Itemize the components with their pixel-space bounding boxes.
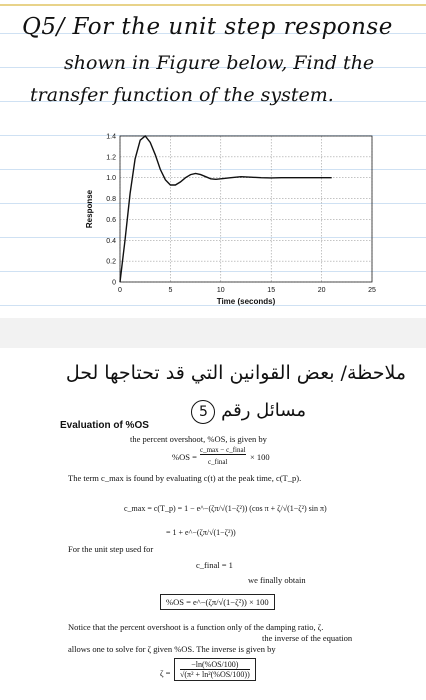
question-line-2: shown in Figure below, Find the: [64, 52, 375, 74]
question-line-3: transfer function of the system.: [30, 84, 334, 106]
y-axis-label: Response: [85, 189, 94, 228]
response-curve: [119, 135, 332, 283]
zeta-formula-box: −ln(%OS/100) √(π² + ln²(%OS/100)): [174, 658, 256, 681]
eq1-denominator: c_final: [208, 458, 228, 466]
y-tick-label: 0.6: [106, 217, 116, 224]
y-tick-label: 1.0: [106, 175, 116, 182]
question-line-1: Q5/ For the unit step response: [22, 14, 393, 40]
eq1-numerator: c_max − c_final: [200, 446, 246, 455]
x-axis-label: Time (seconds): [217, 297, 276, 306]
ruled-lines: [0, 0, 426, 318]
chart-grid: [119, 135, 373, 283]
y-tick-label: 1.2: [106, 154, 116, 161]
question-photo: Q5/ For the unit step response shown in …: [0, 0, 426, 319]
section-heading: Evaluation of %OS: [60, 420, 149, 431]
finally-obtain-text: we finally obtain: [248, 575, 306, 585]
circled-number: 5: [191, 400, 216, 424]
x-tick-label: 5: [168, 287, 172, 294]
x-tick-label: 20: [318, 287, 326, 294]
percent-overshoot-formula: %OS = e^−(ζπ/√(1−ζ²)) × 100: [160, 594, 275, 610]
y-tick-label: 0: [112, 280, 116, 287]
eq1-tail: × 100: [250, 452, 270, 462]
paper-top-margin: [0, 4, 426, 6]
arabic-note-line-1: ملاحظة/ بعض القوانين التي قد تحتاجها لحل: [65, 362, 406, 384]
y-tick-label: 0.4: [106, 238, 116, 245]
y-tick-label: 0.2: [106, 259, 116, 266]
x-tick-label: 15: [267, 287, 275, 294]
notice-line-2: the inverse of the equation: [262, 633, 353, 643]
y-tick-label: 1.4: [106, 134, 116, 141]
image-separator: [0, 318, 426, 348]
eq1-lhs: %OS =: [172, 452, 197, 462]
y-tick-labels: 0 0.2 0.4 0.6 0.8 1.0 1.2 1.4: [106, 134, 116, 287]
eq2-line-1: c_max = c(T_p) = 1 − e^−(ζπ/√(1−ζ²)) (co…: [124, 504, 327, 513]
intro-text: the percent overshoot, %OS, is given by: [130, 434, 267, 444]
cfinal-equation: c_final = 1: [196, 560, 233, 570]
x-tick-labels: 0 5 10 15 20 25: [118, 287, 376, 294]
notice-line-3: allows one to solve for ζ given %OS. The…: [68, 644, 276, 654]
chart-frame: [119, 135, 373, 283]
step-response-chart: 0 0.2 0.4 0.6 0.8 1.0 1.2 1.4 0 5 10 15 20 25 Time (…: [85, 134, 376, 307]
arabic-note-line-2: مسائل رقم 5: [191, 400, 306, 424]
zeta-lhs: ζ =: [160, 668, 171, 678]
y-tick-label: 0.8: [106, 196, 116, 203]
unit-step-text: For the unit step used for: [68, 544, 154, 554]
x-tick-label: 0: [118, 287, 122, 294]
arabic-note-text: مسائل رقم: [221, 400, 306, 421]
x-tick-label: 25: [368, 287, 376, 294]
x-tick-label: 10: [217, 287, 225, 294]
eq2-line-2: = 1 + e^−(ζπ/√(1−ζ²)): [166, 528, 236, 537]
zeta-numerator: −ln(%OS/100): [180, 660, 250, 670]
zeta-denominator: √(π² + ln²(%OS/100)): [180, 670, 250, 679]
term-sentence: The term c_max is found by evaluating c(…: [68, 473, 302, 483]
notice-line-1: Notice that the percent overshoot is a f…: [68, 622, 324, 632]
